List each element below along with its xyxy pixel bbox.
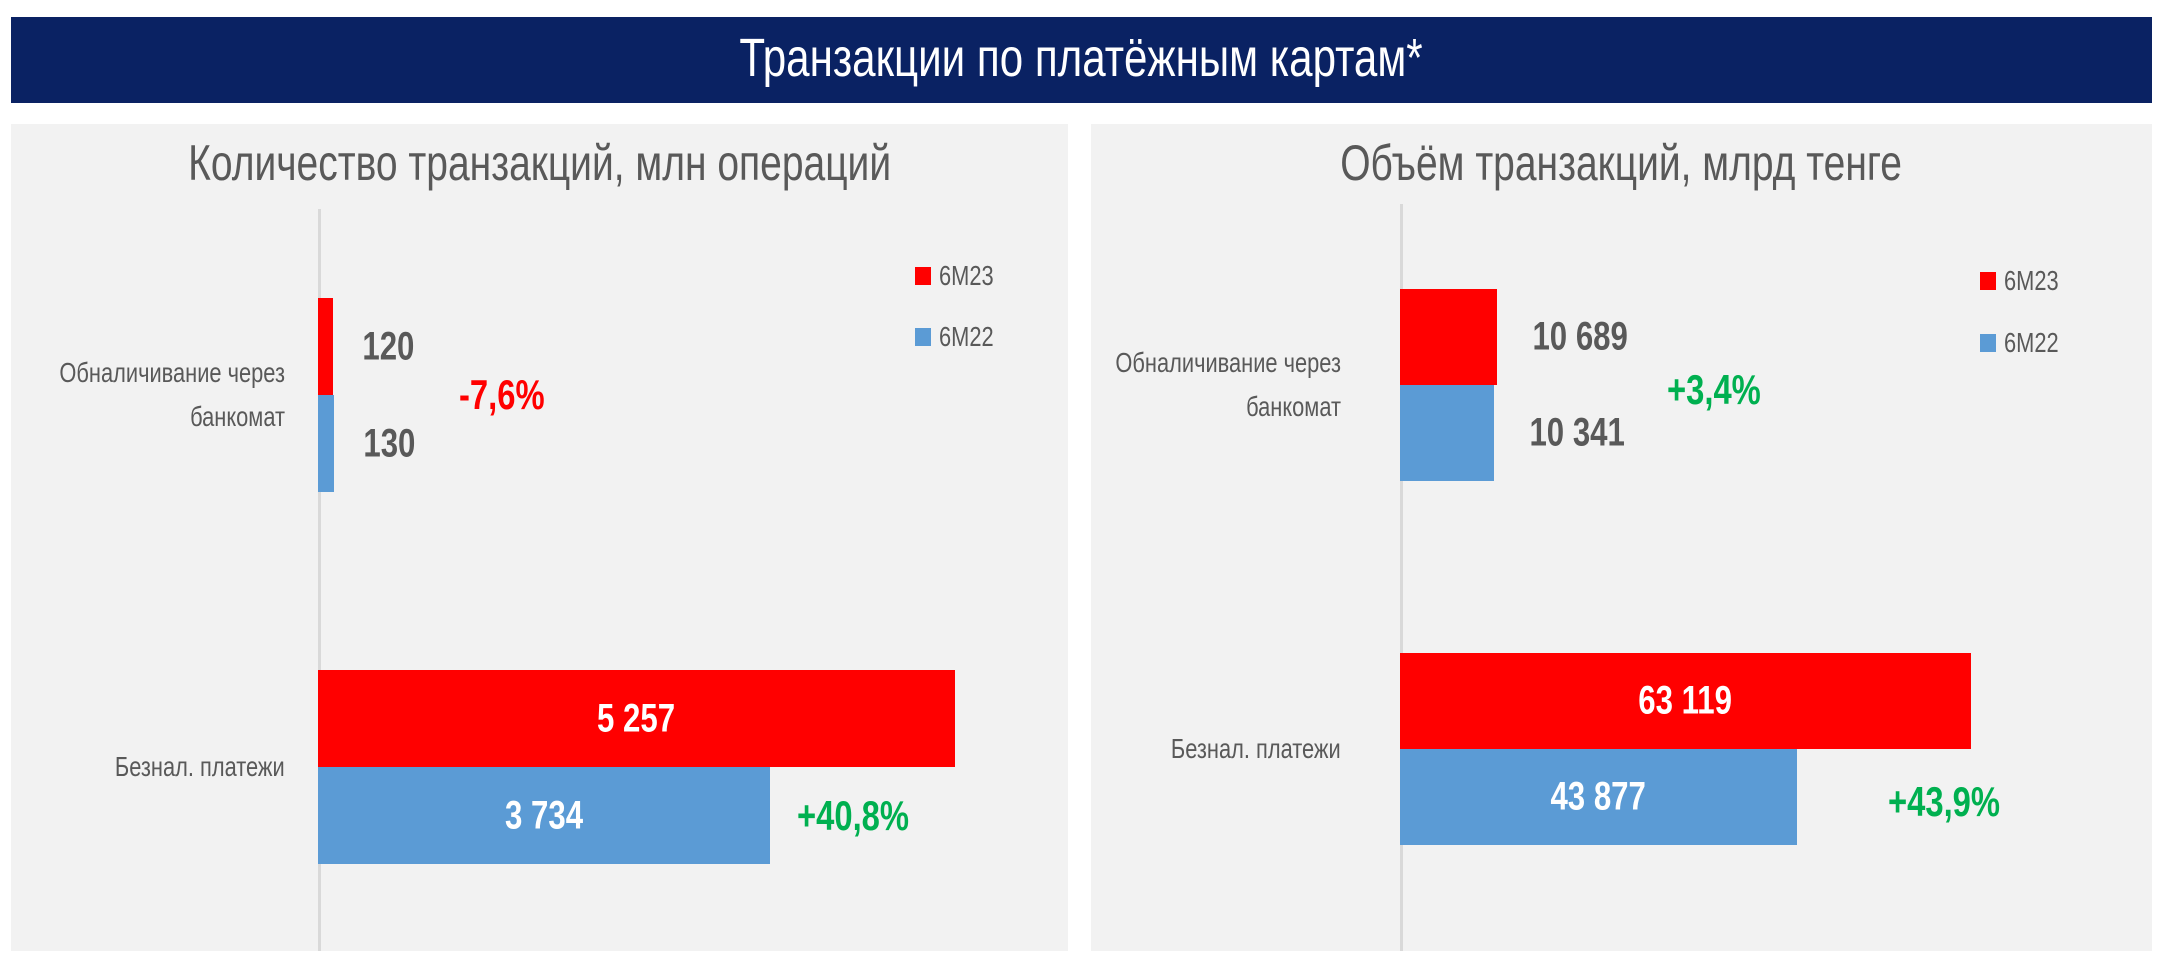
label-text: Безнал. платежи [1171, 733, 1341, 764]
change-label: -7,6% [459, 371, 569, 419]
legend-swatch [1980, 272, 1996, 290]
bar-6M23-0 [318, 298, 333, 395]
label-text: 5 257 [597, 696, 676, 740]
label-text: +43,9% [1888, 778, 2001, 825]
chart-title: Объём транзакций, млрд тенге [1340, 135, 1903, 191]
label-text: +3,4% [1667, 366, 1761, 413]
label-text: -7,6% [459, 371, 545, 418]
data-label: 63 119 [1400, 679, 1971, 724]
category-label: Безнал. платежи [1041, 727, 1341, 771]
label-text: Обналичивание через банкомат [59, 357, 285, 432]
label-text: 3 734 [505, 793, 584, 837]
category-label: Обналичивание через банкомат [0, 351, 285, 439]
legend-swatch [1980, 334, 1996, 352]
change-label: +43,9% [1888, 778, 2032, 826]
data-label: 5 257 [318, 696, 955, 741]
chart-transaction-count: Количество транзакций, млн операций Обна… [11, 124, 1068, 951]
y-axis-line [1400, 204, 1403, 951]
chart-transaction-volume: Объём транзакций, млрд тенге Обналичиван… [1091, 124, 2152, 951]
data-label: 10 341 [1516, 411, 1638, 456]
category-label: Обналичивание через банкомат [1041, 341, 1341, 429]
change-label: +40,8% [797, 792, 941, 840]
category-label: Безнал. платежи [0, 745, 285, 789]
label-text: 120 [361, 324, 414, 368]
bar-6M22-0 [1400, 385, 1494, 481]
label-text: 6M23 [2004, 265, 2059, 296]
bar-6M22-1 [318, 767, 771, 864]
label-text: 10 689 [1532, 314, 1628, 359]
label-text: Обналичивание через банкомат [1115, 347, 1341, 422]
data-label: 10 689 [1519, 315, 1641, 360]
legend-item-6M23: 6M23 [1980, 265, 2074, 297]
bar-6M23-1 [1400, 653, 1971, 749]
bar-6M22-0 [318, 395, 334, 492]
label-text: 6M22 [939, 321, 994, 352]
legend-item-6M23: 6M23 [915, 260, 1009, 292]
page-title: Транзакции по платёжным картам* [739, 28, 1424, 88]
bar-6M22-1 [1400, 749, 1797, 845]
chart-title: Количество транзакций, млн операций [188, 135, 891, 191]
label-text: Безнал. платежи [115, 751, 285, 782]
data-label: 3 734 [318, 793, 770, 838]
y-axis-line [318, 209, 321, 951]
legend-item-6M22: 6M22 [1980, 327, 2074, 359]
legend-swatch [915, 328, 931, 346]
label-text: 6M23 [939, 260, 994, 291]
legend-item-6M22: 6M22 [915, 321, 1009, 353]
data-label: 120 [355, 324, 422, 369]
label-text: 43 877 [1550, 774, 1647, 819]
header-bar: Транзакции по платёжным картам* [11, 17, 2152, 103]
bar-6M23-0 [1400, 289, 1497, 385]
label-text: 63 119 [1638, 678, 1733, 723]
label-text: 10 341 [1529, 410, 1625, 455]
change-label: +3,4% [1667, 366, 1787, 414]
label-text: +40,8% [797, 792, 910, 839]
bar-6M23-1 [318, 670, 955, 767]
label-text: 130 [363, 421, 416, 465]
data-label: 130 [356, 421, 423, 466]
legend-swatch [915, 267, 931, 285]
data-label: 43 877 [1400, 775, 1797, 820]
label-text: 6M22 [2004, 327, 2059, 358]
